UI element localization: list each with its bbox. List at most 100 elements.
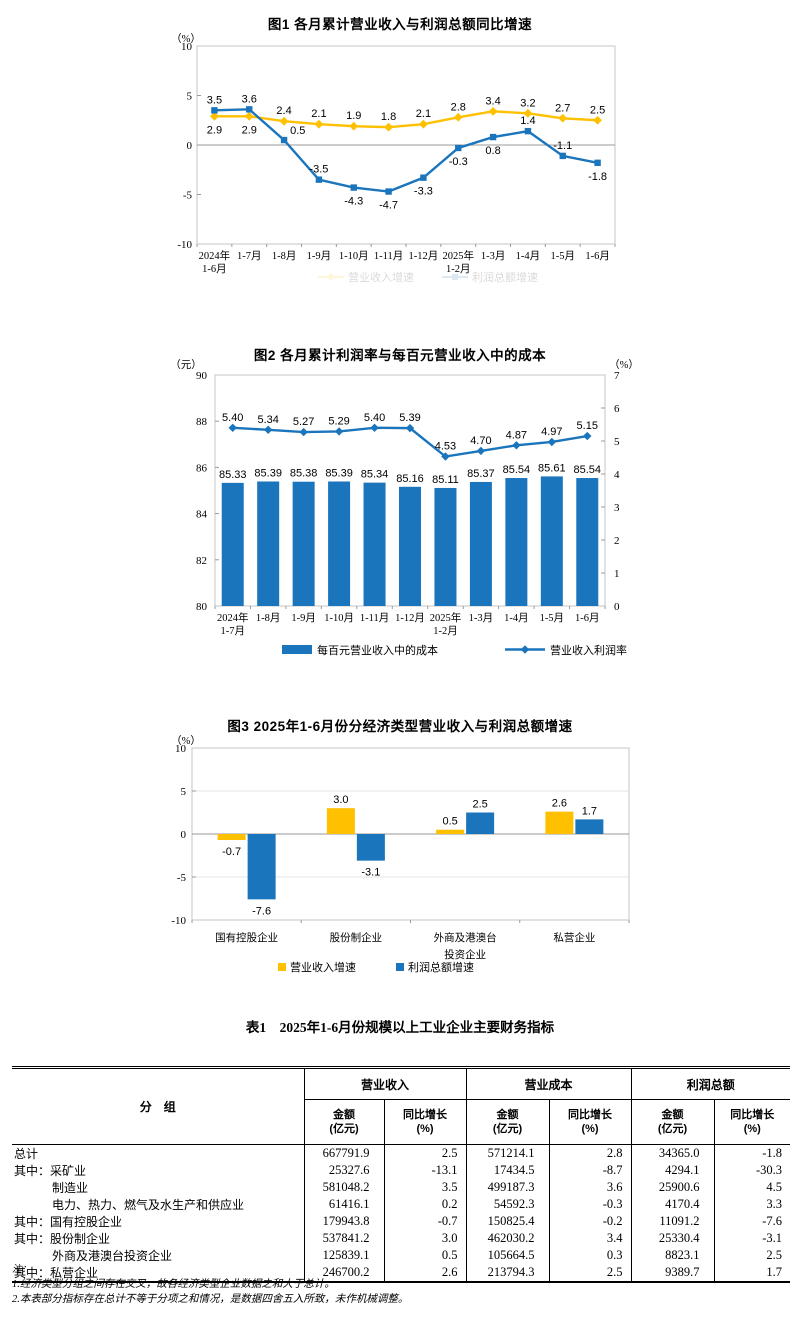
cost-bar [328, 481, 351, 606]
x-tick-label: 1-3月 [469, 612, 494, 624]
amount-cell: 54592.3 [465, 1196, 550, 1213]
row-label: 总计 [14, 1147, 39, 1161]
col-header-revenue: 营业收入 [303, 1067, 467, 1100]
legend-label: 利润总额增速 [472, 270, 538, 284]
row-label: 其中：股份制企业 [14, 1232, 111, 1246]
left-tick-label: 82 [196, 555, 207, 567]
x-tick-label: 1-6月 [575, 612, 600, 624]
amount-cell: 61416.1 [303, 1196, 384, 1213]
y-tick-label: -5 [183, 190, 193, 202]
y-axis-unit: （%） [171, 735, 201, 747]
y-tick-label: 10 [181, 41, 193, 53]
amount-cell: 213794.3 [465, 1264, 550, 1282]
legend-bar-swatch [282, 645, 312, 654]
left-tick-label: 88 [196, 416, 208, 428]
cost-bar [469, 481, 492, 606]
growth-cell: 2.8 [548, 1144, 632, 1162]
diamond-marker [228, 423, 237, 432]
value-bar [326, 808, 355, 834]
table-row: 其中：股份制企业 537841.2 3.0 462030.2 3.4 25330.4 -3.… [12, 1230, 791, 1247]
diamond-marker [512, 441, 521, 450]
growth-cell: 3.4 [548, 1230, 632, 1247]
chart3-title: 图3 2025年1-6月份分经济类型营业收入与利润总额增速 [227, 719, 573, 734]
data-label: -3.5 [309, 164, 328, 176]
legend-label: 每百元营业收入中的成本 [317, 643, 438, 657]
square-marker [280, 136, 288, 144]
financial-table: 分 组 营业收入 营业成本 利润总额 金额 (亿元) 同比增长 (%) 金额 (亿元)… [12, 1066, 791, 1283]
bar-label: 85.61 [538, 462, 566, 474]
diamond-marker [263, 425, 273, 434]
square-marker [524, 127, 532, 135]
data-label: 0.5 [442, 816, 457, 828]
col-header-group: 分 组 [12, 1067, 304, 1145]
table-row: 外商及港澳台投资企业 125839.1 0.5 105664.5 0.3 8823.1 2.… [12, 1247, 791, 1264]
line-label: 5.15 [577, 420, 598, 432]
square-marker [594, 159, 601, 167]
data-label: 2.5 [590, 104, 605, 116]
chart1-legend-faint: 营业收入增速 利润总额增速 [318, 270, 538, 284]
col-header-amount: 金额 (亿元) [630, 1099, 715, 1145]
amount-cell: 25330.4 [630, 1230, 715, 1247]
growth-cell: 2.5 [383, 1144, 467, 1162]
data-label: 1.7 [582, 805, 597, 817]
x-tick-label: 私营企业 [553, 931, 595, 944]
y-axis-unit: （%） [171, 33, 201, 45]
bar-label: 85.37 [467, 468, 495, 480]
square-marker [489, 133, 497, 141]
table-row: 总计 667791.9 2.5 571214.1 2.8 34365.0 -1.8 [12, 1144, 791, 1162]
table-row: 制造业 581048.2 3.5 499187.3 3.6 25900.6 4.5 [12, 1179, 791, 1196]
growth-cell: 1.7 [713, 1264, 791, 1282]
series-line [214, 108, 598, 193]
growth-cell: 3.5 [383, 1179, 467, 1196]
x-tick-label: 1-4月 [504, 612, 529, 624]
value-bar [247, 834, 276, 900]
bar-label: 85.11 [432, 474, 459, 486]
data-label: 2.9 [207, 124, 222, 136]
value-bar [575, 819, 604, 834]
value-bar [436, 829, 465, 834]
x-tick-label: 2025年 [430, 611, 462, 624]
x-tick-label: 2024年 [217, 611, 249, 624]
x-tick-label: 1-5月 [540, 612, 565, 624]
col-header-growth: 同比增长 (%) [548, 1099, 632, 1145]
diamond-marker [327, 273, 335, 281]
data-label: -3.3 [414, 186, 433, 198]
diamond-marker [334, 427, 344, 436]
right-tick-label: 1 [614, 568, 620, 580]
amount-cell: 667791.9 [303, 1144, 384, 1162]
amount-cell: 17434.5 [465, 1162, 550, 1179]
growth-cell: -8.7 [548, 1162, 632, 1179]
x-tick-label: 1-9月 [307, 250, 332, 262]
col-header-amount: 金额 (亿元) [303, 1099, 384, 1145]
table-notes: 注： 1.经济类型分组之间存在交叉，故各经济类型企业数据之和大于总计。 2.本表… [12, 1264, 408, 1307]
square-marker [350, 184, 357, 191]
x-tick-label: 外商及港澳台 [434, 931, 497, 944]
diamond-marker [441, 452, 450, 461]
amount-cell: 11091.2 [630, 1213, 715, 1230]
growth-cell: -7.6 [713, 1213, 791, 1230]
x-tick-label: 1-10月 [324, 612, 354, 624]
amount-cell: 581048.2 [303, 1179, 384, 1196]
data-label: -7.6 [252, 905, 271, 917]
growth-cell: 3.3 [713, 1196, 791, 1213]
data-label: 1.8 [381, 111, 396, 123]
line-label: 5.34 [257, 414, 278, 426]
line-label: 5.39 [399, 412, 420, 424]
cost-bar [399, 486, 421, 606]
x-tick-label: 1-9月 [291, 612, 316, 624]
right-tick-label: 5 [614, 436, 620, 448]
value-bar [356, 834, 385, 861]
line-label: 4.53 [435, 441, 456, 453]
data-label: 0.5 [290, 125, 305, 137]
growth-cell: 0.5 [383, 1247, 467, 1264]
x-tick-label: 1-2月 [433, 625, 458, 637]
chart2-title: 图2 各月累计利润率与每百元营业收入中的成本 [253, 348, 547, 363]
diamond-marker [279, 116, 289, 126]
data-label: 3.5 [207, 94, 222, 106]
value-bar [466, 812, 495, 834]
diamond-marker [299, 427, 308, 437]
x-tick-label: 1-6月 [202, 263, 227, 275]
